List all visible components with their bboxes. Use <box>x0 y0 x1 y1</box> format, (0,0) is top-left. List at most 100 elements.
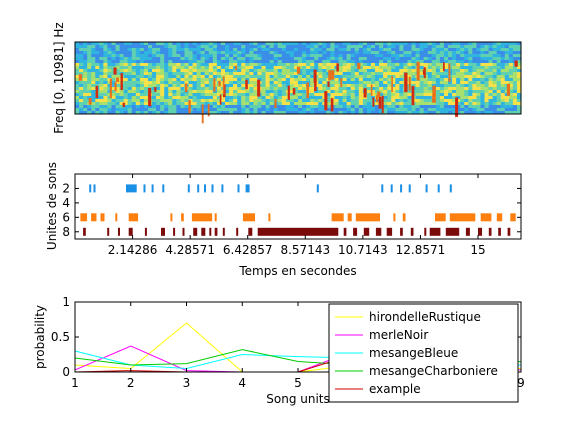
spectrogram-cell <box>342 78 347 82</box>
spectrogram-cell <box>180 72 185 76</box>
unit-segment <box>478 227 482 236</box>
spectrogram-cell <box>143 90 149 94</box>
spectrogram-cell <box>310 75 315 79</box>
spectrogram-cell <box>204 99 210 103</box>
spectrogram-cell <box>354 105 360 109</box>
spectrogram-cell <box>293 60 299 64</box>
spectrogram-cell <box>472 87 477 91</box>
spectrogram-cell <box>399 108 404 112</box>
spectrogram-cell <box>476 69 481 73</box>
spectrogram-cell <box>103 102 108 106</box>
spectrogram-cell <box>492 66 497 70</box>
spectrogram-cell <box>176 87 181 91</box>
spectrogram-cell <box>257 51 262 55</box>
spectrogram-cell <box>75 72 80 76</box>
spectrogram-cell <box>285 51 291 55</box>
spectrogram-cell <box>168 63 173 67</box>
spectrogram-cell <box>237 105 242 109</box>
spectrogram-cell <box>241 48 246 52</box>
spectrogram-cell <box>75 108 80 112</box>
spectrogram-cell <box>123 108 128 112</box>
spectrogram-cell <box>237 75 242 79</box>
spectrogram-cell <box>508 75 514 79</box>
spectrogram-cell <box>407 90 412 94</box>
spectrogram-cell <box>516 51 522 55</box>
spectrogram-cell <box>383 81 388 85</box>
spectrogram-cell <box>289 63 295 67</box>
spectrogram-cell <box>265 72 270 76</box>
spectrogram-cell <box>131 90 137 94</box>
spectrogram-cell <box>411 60 416 64</box>
spectrogram-cell <box>456 87 461 91</box>
units-ticks: 2.14286 4.28571 6.42857 8.57143 10.7143 12.85… <box>62 174 521 257</box>
spectrogram-cell <box>456 48 461 52</box>
unit-segment <box>449 184 452 193</box>
spectrogram-cell <box>127 96 133 100</box>
spectrogram-cell <box>431 108 437 112</box>
spectrogram-cell <box>452 69 457 73</box>
spectrogram-cell <box>160 90 165 94</box>
spectrogram-cell <box>516 93 522 97</box>
spectrogram-cell <box>265 42 270 46</box>
spectrogram-cell <box>423 57 429 61</box>
spectrogram-cell <box>310 69 315 73</box>
spectrogram-cell <box>237 72 242 76</box>
spectrogram-cell <box>249 48 254 52</box>
spectrogram-cell <box>298 81 303 85</box>
spectrogram-cell <box>504 78 510 82</box>
spectrogram-cell <box>500 108 506 112</box>
spectrogram-cell <box>472 48 477 52</box>
spectrogram-cell <box>75 69 80 73</box>
spectrogram-cell <box>452 42 457 46</box>
unit-segment <box>221 184 224 193</box>
spectrogram-cell <box>306 54 311 58</box>
spectrogram-cell <box>200 42 206 46</box>
spectrogram-cell <box>395 108 400 112</box>
spectrogram-cell <box>423 108 429 112</box>
spectrogram-cell <box>476 45 481 49</box>
spectrogram-cell <box>164 57 169 61</box>
spectrogram-cell <box>302 84 307 88</box>
spectrogram-cell <box>318 93 323 97</box>
spectrogram-cell <box>508 48 514 52</box>
spectrogram-cell <box>512 84 518 88</box>
spectrogram-cell <box>281 63 287 67</box>
spectrogram-cell <box>107 105 112 109</box>
spectrogram-cell <box>476 57 481 61</box>
spectrogram-cell <box>204 48 210 52</box>
spectrogram-cell <box>350 48 356 52</box>
spectrogram-cell <box>302 69 307 73</box>
spectrogram-cell <box>330 78 335 82</box>
spectrogram-cell <box>123 102 128 106</box>
spectrogram-cell <box>468 54 473 58</box>
spectrogram-cell <box>468 60 473 64</box>
spectrogram-cell <box>131 60 137 64</box>
spectrogram-cell <box>257 54 262 58</box>
spectrogram-cell <box>488 63 493 67</box>
spectrogram-cell <box>387 54 392 58</box>
spectrogram-cell <box>277 108 283 112</box>
spectrogram-cell <box>204 45 210 49</box>
spectrogram-cell <box>298 63 303 67</box>
spectrogram-cell <box>229 108 234 112</box>
spectrogram-cell <box>508 51 514 55</box>
spectrogram-cell <box>160 75 165 79</box>
spectrogram-cell <box>318 102 323 106</box>
spectrogram-cell <box>127 45 133 49</box>
spectrogram-cell <box>480 84 485 88</box>
spectrogram-cell <box>342 108 347 112</box>
spectrogram-cell <box>192 99 197 103</box>
spectrogram-cell <box>269 111 274 115</box>
spectrogram-cell <box>75 51 80 55</box>
spectrogram-cell <box>152 111 157 115</box>
spectrogram-cell <box>233 57 238 61</box>
spectrogram-cell <box>188 90 193 94</box>
spectrogram-cell <box>180 111 185 115</box>
spectrogram-cell <box>452 87 457 91</box>
spectrogram-cell <box>472 108 477 112</box>
spectrogram-cell <box>399 111 404 115</box>
spectrogram-cell <box>516 63 522 67</box>
spectrogram-cell <box>99 54 104 58</box>
unit-segment <box>115 213 118 222</box>
